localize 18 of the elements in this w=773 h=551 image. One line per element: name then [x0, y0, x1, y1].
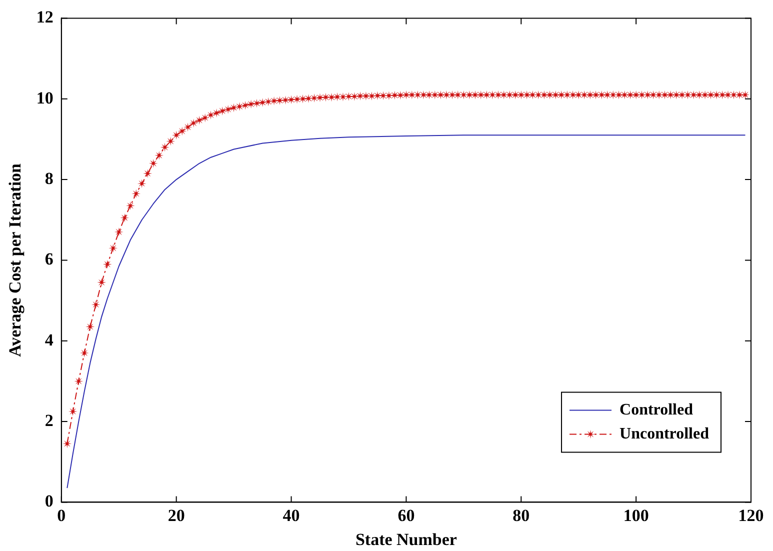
y-tick-label: 12 [36, 8, 54, 27]
y-tick-label: 10 [36, 88, 54, 108]
x-tick-label: 40 [282, 506, 300, 525]
x-axis-title: State Number [355, 530, 458, 550]
y-tick-label: 4 [44, 330, 54, 350]
y-tick-label: 2 [44, 410, 54, 430]
legend-label: Controlled [620, 401, 694, 418]
x-tick-label: 0 [57, 506, 66, 525]
y-tick-label: 6 [44, 250, 54, 269]
x-tick-label: 100 [623, 506, 649, 525]
y-tick-label: 8 [44, 168, 54, 188]
y-tick-label: 0 [44, 492, 54, 511]
x-tick-label: 60 [398, 506, 415, 525]
y-axis-title: Average Cost per Iteration [6, 162, 25, 357]
x-tick-label: 80 [512, 506, 530, 525]
x-tick-label: 20 [168, 506, 185, 525]
legend-label: Uncontrolled [620, 425, 710, 442]
x-tick-label: 120 [738, 506, 764, 525]
